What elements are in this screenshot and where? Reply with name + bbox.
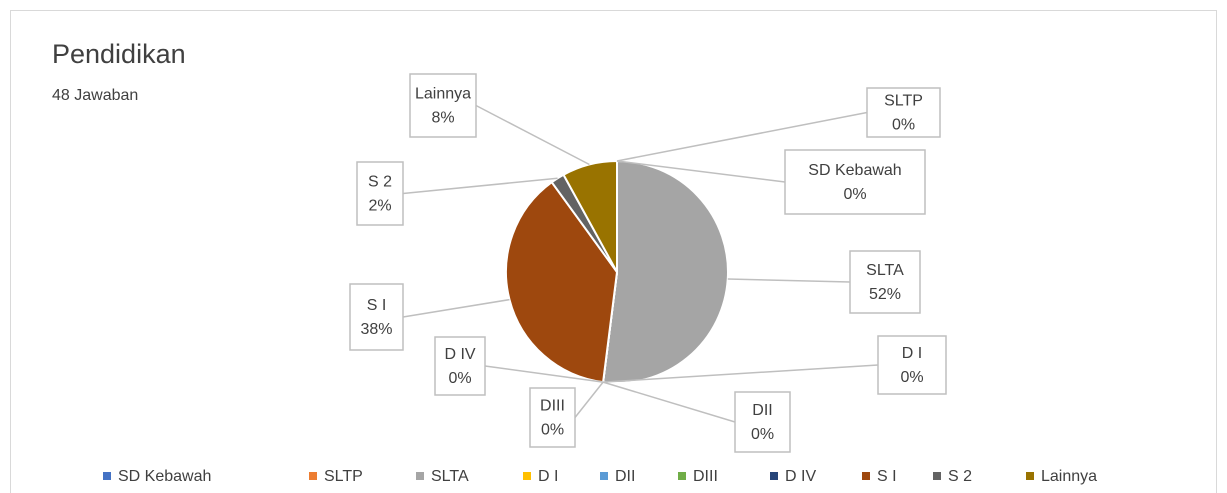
data-label-name: SD Kebawah xyxy=(808,162,901,179)
data-label-box xyxy=(784,149,926,215)
data-label-value: 8% xyxy=(431,110,454,127)
data-label-box xyxy=(529,387,576,448)
legend-swatch xyxy=(1026,472,1034,480)
data-label-name: D I xyxy=(902,345,922,362)
legend-swatch xyxy=(309,472,317,480)
data-label-box xyxy=(434,336,486,396)
legend-swatch xyxy=(600,472,608,480)
data-label-name: Lainnya xyxy=(415,86,471,103)
data-label-value: 0% xyxy=(448,370,471,387)
data-label-name: SLTP xyxy=(884,93,923,110)
data-label-value: 0% xyxy=(900,369,923,386)
pie-slice xyxy=(562,159,618,273)
pie-slice xyxy=(601,159,729,384)
leader-line xyxy=(616,111,868,162)
legend-swatch xyxy=(103,472,111,480)
data-label-value: 0% xyxy=(751,426,774,443)
leader-line xyxy=(402,298,510,318)
leader-line xyxy=(574,381,604,418)
legend-label: SLTP xyxy=(324,468,363,485)
leader-line xyxy=(475,104,590,166)
legend-label: S 2 xyxy=(948,468,972,485)
data-label-box xyxy=(849,250,921,314)
data-label-value: 0% xyxy=(892,117,915,134)
legend-label: D IV xyxy=(785,468,816,485)
pie-slice xyxy=(505,180,619,384)
legend-label: D I xyxy=(538,468,558,485)
data-label-value: 38% xyxy=(360,321,392,338)
leader-line xyxy=(484,365,604,383)
legend-swatch xyxy=(770,472,778,480)
data-label-box xyxy=(877,335,947,395)
legend-swatch xyxy=(678,472,686,480)
data-label-name: DIII xyxy=(540,398,565,415)
data-label-value: 52% xyxy=(869,286,901,303)
data-label-value: 0% xyxy=(541,422,564,439)
chart-subtitle: 48 Jawaban xyxy=(52,87,138,104)
data-label-box xyxy=(866,87,941,138)
data-label-box xyxy=(356,161,404,226)
data-label-box xyxy=(349,283,404,351)
data-label-name: S 2 xyxy=(368,174,392,191)
legend-label: S I xyxy=(877,468,897,485)
leader-line xyxy=(616,160,786,183)
data-label-name: S I xyxy=(367,297,387,314)
data-label-name: D IV xyxy=(444,346,475,363)
chart-title: Pendidikan xyxy=(52,39,186,69)
data-label-name: DII xyxy=(752,402,772,419)
legend-label: SD Kebawah xyxy=(118,468,211,485)
legend-swatch xyxy=(523,472,531,480)
legend-label: DIII xyxy=(693,468,718,485)
data-label-value: 0% xyxy=(843,186,866,203)
legend-label: Lainnya xyxy=(1041,468,1097,485)
leader-line xyxy=(603,364,879,383)
data-label-value: 2% xyxy=(368,198,391,215)
data-label-box xyxy=(409,73,477,138)
leader-line xyxy=(402,177,558,195)
data-label-name: SLTA xyxy=(866,262,904,279)
legend-swatch xyxy=(933,472,941,480)
legend-swatch xyxy=(416,472,424,480)
legend-swatch xyxy=(862,472,870,480)
legend-label: SLTA xyxy=(431,468,469,485)
data-label-box xyxy=(734,391,791,453)
leader-line xyxy=(727,278,851,283)
leader-line xyxy=(602,381,736,423)
legend-label: DII xyxy=(615,468,635,485)
